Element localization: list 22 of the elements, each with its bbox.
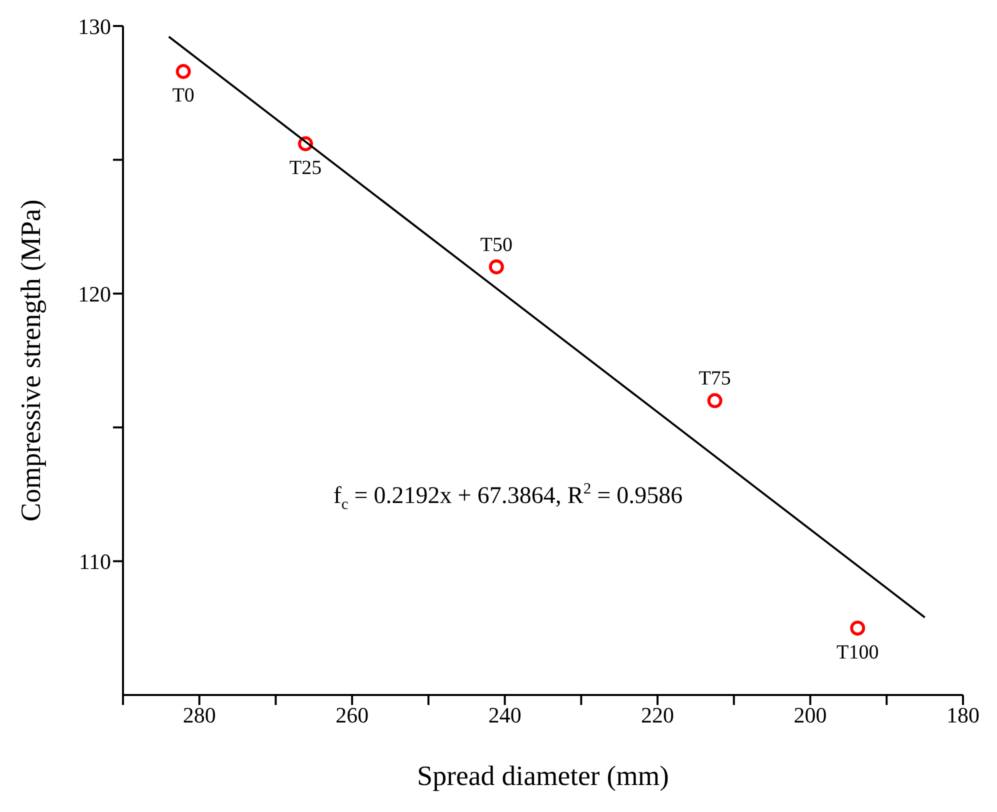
point (488, 259, 504, 274)
annotation: T75 (698, 368, 731, 390)
point (850, 620, 866, 636)
annotation: T0 (172, 84, 194, 107)
x-tick-label: 280 (182, 702, 216, 728)
y-tick-label: 110 (78, 549, 111, 574)
y-tick-label: 130 (78, 14, 111, 39)
x-tick-label: 200 (794, 702, 827, 728)
x-tick-label: 240 (488, 702, 522, 728)
point (298, 136, 314, 152)
y-axis-title: Compressive strength (MPa) (16, 200, 47, 522)
x-tick-label: 180 (946, 702, 980, 728)
annotation: T100 (836, 641, 879, 664)
y-tick-label: 120 (78, 281, 111, 306)
x-tick-label: 220 (641, 702, 674, 728)
annotation: f$_{c}$ = 0.2192x + 67.3864, R$^{2}$ = 0.9586 (333, 480, 683, 513)
annotation: T50 (480, 234, 513, 256)
x-tick-label: 260 (336, 702, 369, 728)
x-axis-title: Spread diameter (mm) (417, 760, 669, 792)
annotation: T25 (289, 156, 322, 179)
point (707, 393, 722, 408)
point (176, 64, 191, 79)
